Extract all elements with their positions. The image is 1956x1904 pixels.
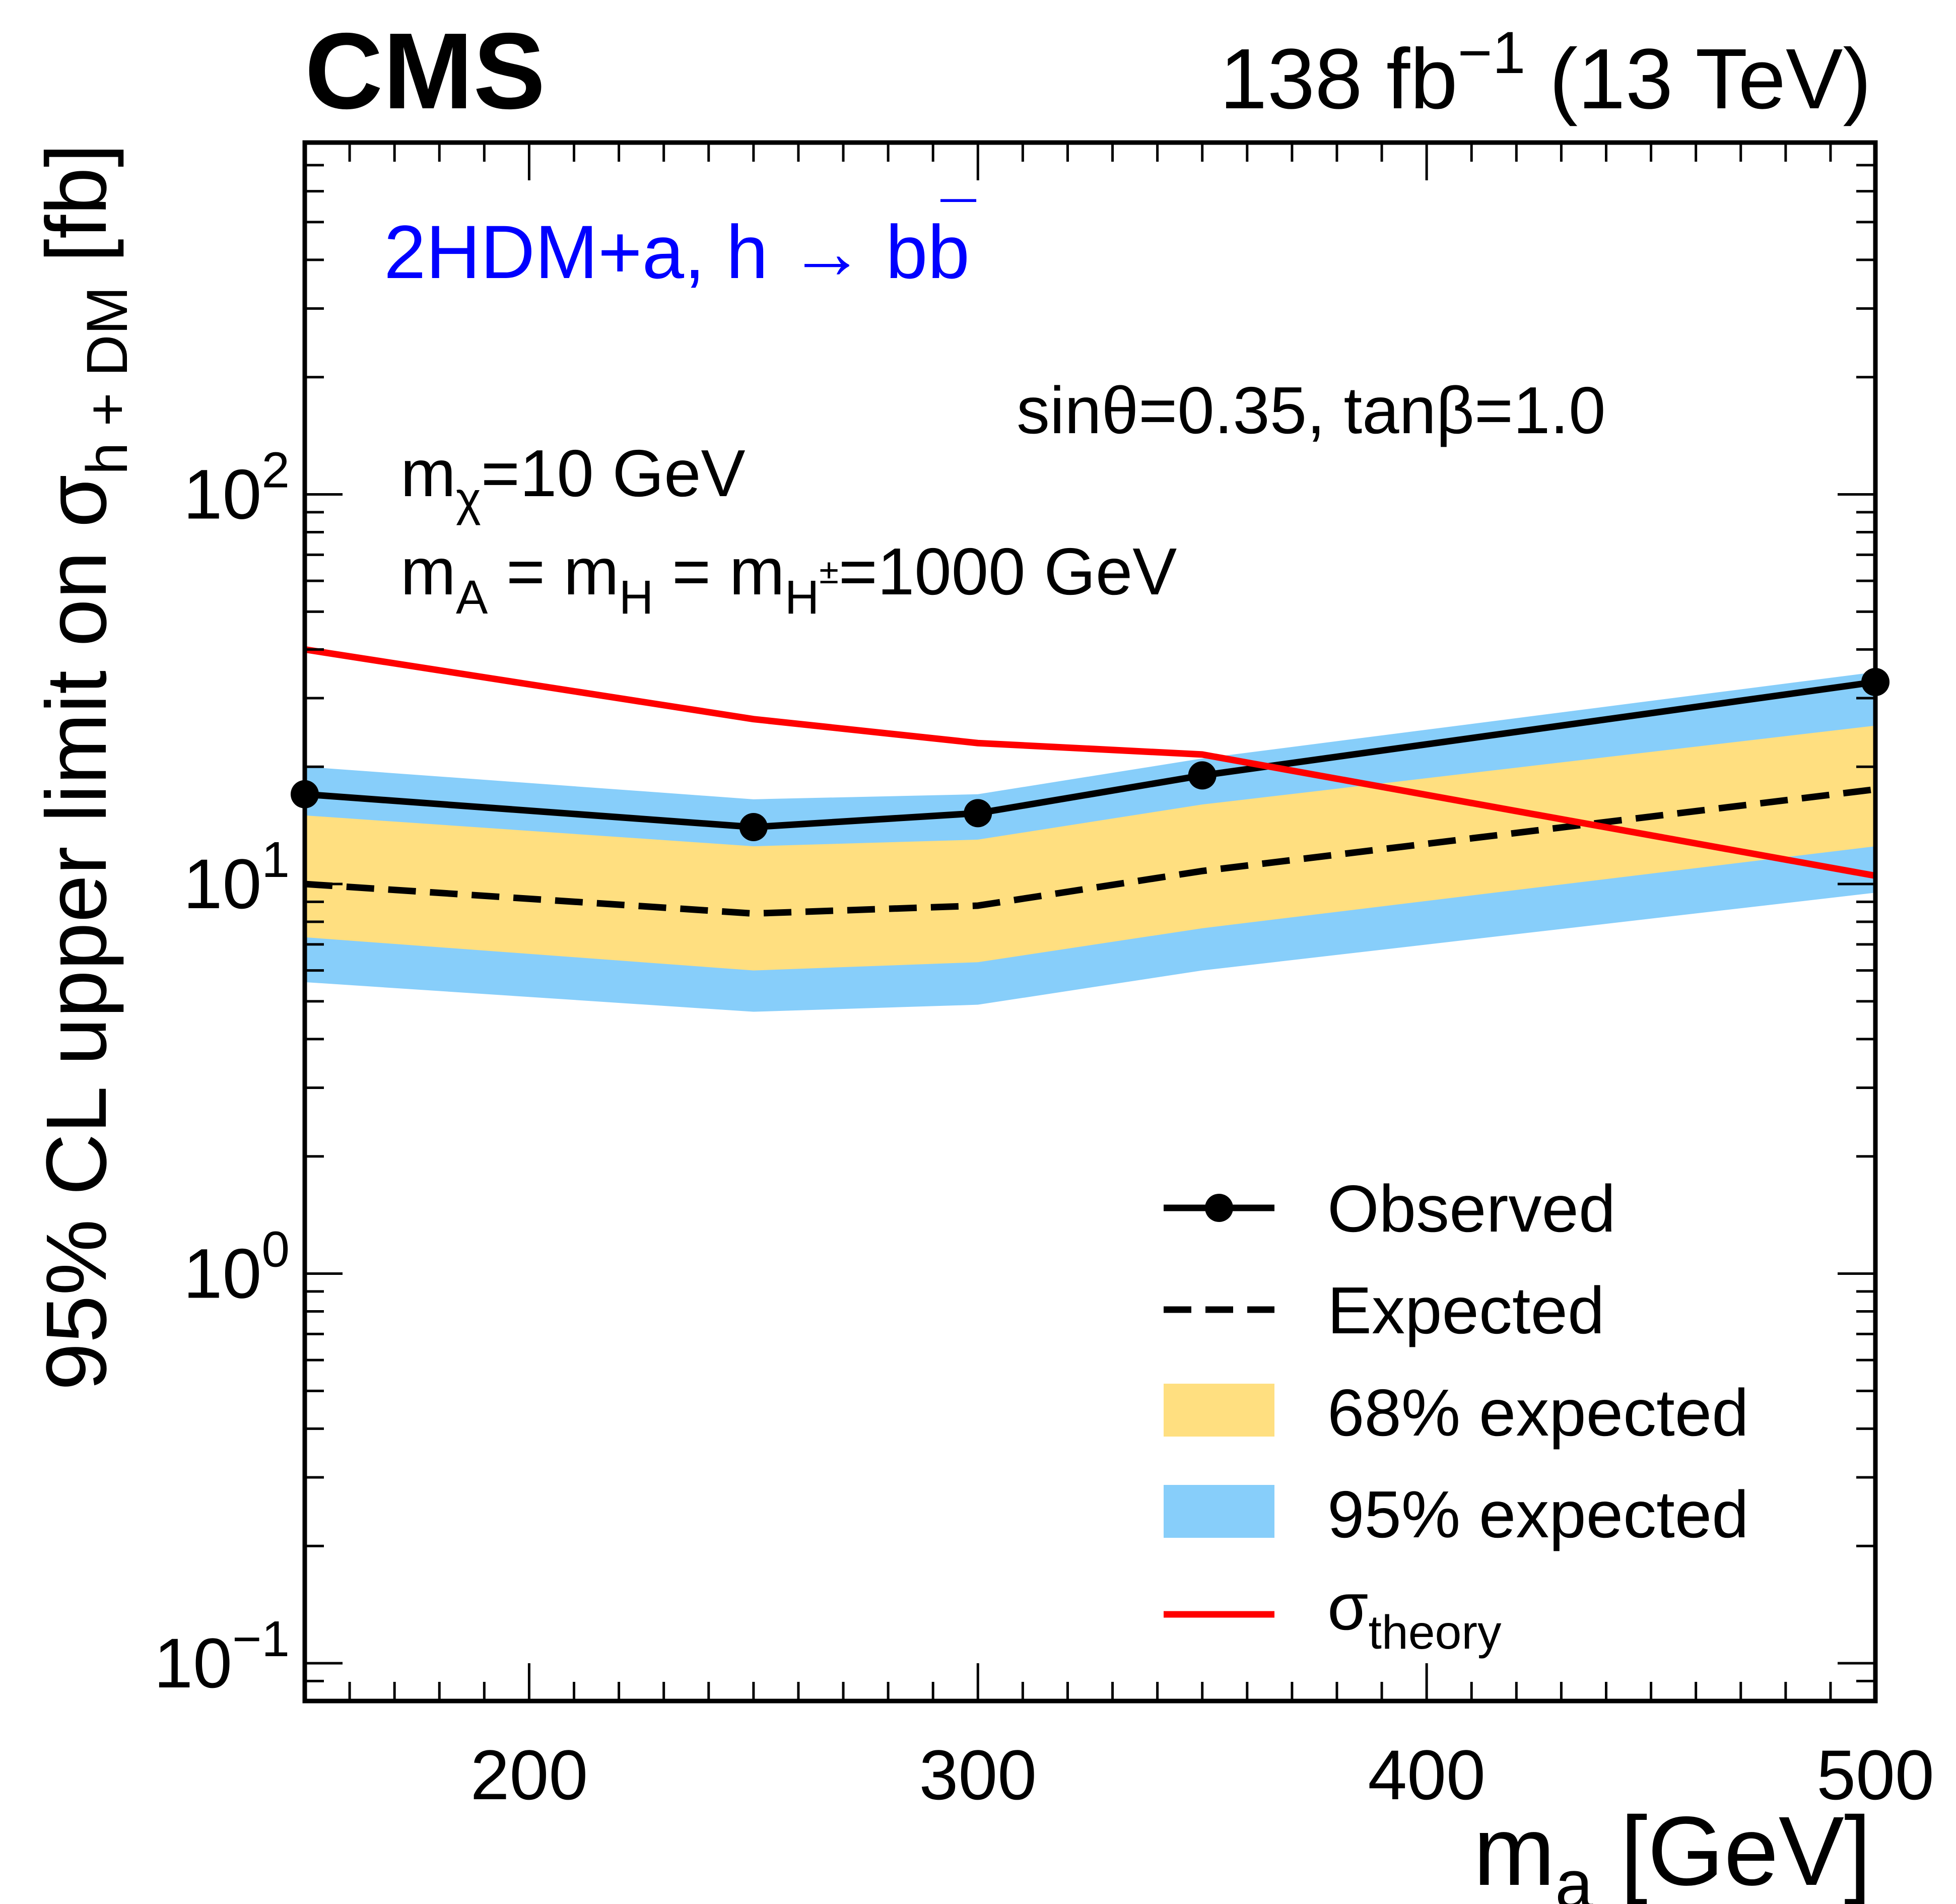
x-tick-label-500: 500 xyxy=(1816,1735,1934,1814)
legend-theory-sub: theory xyxy=(1368,1606,1502,1659)
lumi-value: 138 fb xyxy=(1220,31,1458,127)
observed-point-300 xyxy=(964,799,992,828)
legend-entry-theory: σtheory xyxy=(1164,1570,1502,1659)
legend-observed-label: Observed xyxy=(1327,1172,1615,1246)
model-bar: ¯ xyxy=(940,190,977,260)
y-tick-exponent: 2 xyxy=(261,442,290,499)
y-tick-base: 10 xyxy=(183,1234,262,1313)
mA-prefix: m xyxy=(400,534,456,608)
observed-point-350 xyxy=(1188,761,1217,790)
y-tick-exponent: 1 xyxy=(261,832,290,888)
ylabel-sub: h + DM xyxy=(75,286,140,474)
legend-entry-68: 68% expected xyxy=(1164,1376,1749,1450)
mass-relation-label: mA = mH = mH±=1000 GeV xyxy=(400,534,1177,624)
mH-prefix: = m xyxy=(488,534,619,608)
axis-ticks xyxy=(305,141,1875,1703)
legend-entry-expected: Expected xyxy=(1164,1273,1604,1347)
legend-68-swatch xyxy=(1164,1384,1274,1437)
mH-sub: H xyxy=(619,571,654,624)
legend-observed-marker xyxy=(1205,1194,1233,1222)
legend-entry-observed: Observed xyxy=(1164,1172,1615,1246)
sin-tan-label: sinθ=0.35, tanβ=1.0 xyxy=(1017,373,1606,447)
x-tick-label-300: 300 xyxy=(919,1735,1037,1814)
legend-theory-label: σtheory xyxy=(1327,1570,1502,1659)
mHpm-prefix: = m xyxy=(653,534,784,608)
ylabel-main: 95% CL upper limit on σ xyxy=(29,474,124,1390)
legend-theory-main: σ xyxy=(1327,1570,1368,1644)
y-tick-base: 10 xyxy=(183,844,262,923)
y-tick-label-0.1: 10−1 xyxy=(154,1611,290,1703)
observed-point-250 xyxy=(739,813,768,842)
ylabel-unit: [fb] xyxy=(29,144,124,286)
cms-label: CMS xyxy=(305,10,546,131)
legend-68-label: 68% expected xyxy=(1327,1376,1749,1450)
mchi-label: mχ=10 GeV xyxy=(400,436,746,526)
band-68-expected xyxy=(305,725,1875,971)
xlabel-unit: [GeV] xyxy=(1593,1796,1871,1904)
expected-line xyxy=(304,786,1876,917)
mchi-prefix: m xyxy=(400,436,456,510)
mA-sub: A xyxy=(456,571,488,624)
y-tick-exponent: −1 xyxy=(232,1611,290,1667)
xlabel-sub: a xyxy=(1555,1846,1593,1904)
expected-bands xyxy=(305,672,1875,1012)
legend-entry-95: 95% expected xyxy=(1164,1477,1749,1551)
mchi-value: =10 GeV xyxy=(481,436,746,510)
y-tick-exponent: 0 xyxy=(261,1221,290,1278)
y-tick-label-10: 101 xyxy=(183,832,290,923)
x-tick-label-400: 400 xyxy=(1368,1735,1486,1814)
y-tick-label-100: 102 xyxy=(183,442,290,534)
mchi-sub: χ xyxy=(456,472,481,526)
legend-expected-label: Expected xyxy=(1327,1273,1604,1347)
legend-95-label: 95% expected xyxy=(1327,1477,1749,1551)
plot-frame xyxy=(302,140,1878,1704)
mHpm-sub: H xyxy=(785,571,820,624)
model-label: 2HDM+a, h → bb xyxy=(384,210,970,294)
theory-line xyxy=(304,646,1876,879)
energy-label: (13 TeV) xyxy=(1549,31,1871,127)
lumi-exponent: −1 xyxy=(1458,20,1526,86)
legend-95-swatch xyxy=(1164,1485,1274,1538)
x-tick-label-200: 200 xyxy=(470,1735,588,1814)
y-tick-label-1: 100 xyxy=(183,1221,290,1313)
xlabel-main: m xyxy=(1473,1796,1555,1904)
lumi-label: 138 fb−1 (13 TeV) xyxy=(1220,20,1871,127)
y-axis-label: 95% CL upper limit on σh + DM [fb] xyxy=(29,144,140,1391)
y-tick-base: 10 xyxy=(154,1623,232,1703)
legend: Observed Expected 68% expected 95% expec… xyxy=(1164,1172,1749,1659)
m-value: =1000 GeV xyxy=(839,534,1177,608)
y-tick-base: 10 xyxy=(183,455,262,534)
mHpm-sup: ± xyxy=(819,552,838,591)
lumi-spacer xyxy=(1525,31,1549,127)
x-axis-label: ma [GeV] xyxy=(1473,1796,1871,1904)
